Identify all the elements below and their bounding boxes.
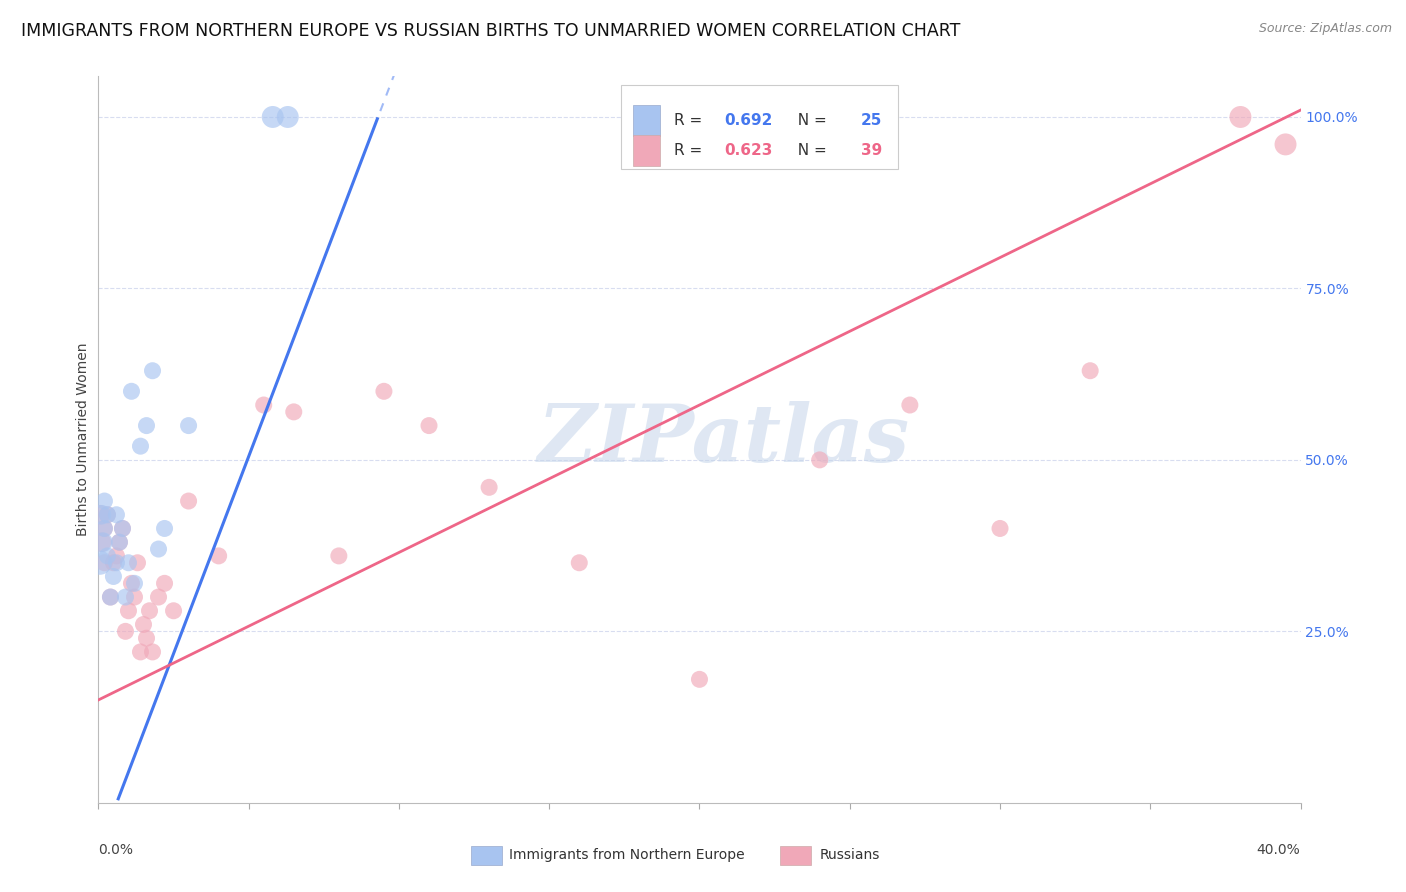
Text: N =: N = (789, 113, 832, 128)
Point (177, 494, 200, 508)
Point (111, 521, 134, 535)
Text: Immigrants from Northern Europe: Immigrants from Northern Europe (509, 848, 745, 863)
Text: IMMIGRANTS FROM NORTHERN EUROPE VS RUSSIAN BIRTHS TO UNMARRIED WOMEN CORRELATION: IMMIGRANTS FROM NORTHERN EUROPE VS RUSSI… (21, 22, 960, 40)
Point (132, 617, 155, 632)
Point (148, 590, 170, 604)
Text: N =: N = (789, 143, 832, 158)
Point (689, 673, 711, 687)
Point (108, 535, 131, 549)
Text: 40.0%: 40.0% (1257, 843, 1301, 857)
Point (91, 535, 114, 549)
Point (90, 508, 112, 522)
Point (114, 590, 136, 604)
Point (105, 549, 128, 563)
Point (121, 384, 143, 399)
Point (162, 604, 184, 618)
Point (129, 439, 152, 453)
Point (93, 556, 115, 570)
Point (262, 110, 284, 124)
Point (100, 590, 122, 604)
Point (478, 480, 501, 494)
Point (138, 604, 160, 618)
Point (141, 645, 163, 659)
Point (988, 521, 1011, 535)
Point (111, 521, 134, 535)
Point (153, 521, 176, 535)
Point (93, 521, 115, 535)
Point (177, 418, 200, 433)
FancyBboxPatch shape (633, 136, 659, 166)
Point (253, 398, 276, 412)
Point (808, 453, 831, 467)
Point (328, 549, 350, 563)
Point (208, 549, 231, 563)
Point (96, 508, 118, 522)
Point (103, 569, 125, 583)
Point (141, 364, 163, 378)
Point (153, 576, 176, 591)
Point (418, 418, 440, 433)
Point (1274, 137, 1296, 152)
Point (277, 110, 299, 124)
Point (135, 418, 157, 433)
Point (148, 542, 170, 557)
Point (124, 590, 146, 604)
Text: 0.0%: 0.0% (98, 843, 134, 857)
Point (93, 494, 115, 508)
Text: 0.623: 0.623 (724, 143, 773, 158)
Point (100, 590, 122, 604)
Text: Russians: Russians (820, 848, 880, 863)
Text: 0.692: 0.692 (724, 113, 773, 128)
Y-axis label: Births to Unmarried Women: Births to Unmarried Women (76, 343, 90, 536)
Point (127, 556, 149, 570)
Point (373, 384, 395, 399)
FancyBboxPatch shape (633, 105, 659, 136)
FancyBboxPatch shape (621, 86, 898, 169)
Text: Source: ZipAtlas.com: Source: ZipAtlas.com (1258, 22, 1392, 36)
Point (96, 549, 118, 563)
Point (124, 576, 146, 591)
Point (898, 398, 921, 412)
Point (105, 556, 128, 570)
Point (96, 508, 118, 522)
Point (117, 556, 139, 570)
Point (89, 508, 111, 522)
Point (135, 631, 157, 645)
Text: R =: R = (675, 113, 707, 128)
Point (108, 535, 131, 549)
Point (90, 535, 112, 549)
Point (114, 624, 136, 639)
Point (1229, 110, 1251, 124)
Text: ZIPatlas: ZIPatlas (537, 401, 910, 478)
Point (129, 645, 152, 659)
Point (568, 556, 591, 570)
Point (89, 556, 111, 570)
Point (93, 521, 115, 535)
Point (283, 405, 305, 419)
Text: R =: R = (675, 143, 707, 158)
Point (117, 604, 139, 618)
Text: 39: 39 (860, 143, 882, 158)
Point (121, 576, 143, 591)
Point (105, 508, 128, 522)
Point (103, 556, 125, 570)
Text: 25: 25 (860, 113, 882, 128)
Point (1078, 364, 1101, 378)
